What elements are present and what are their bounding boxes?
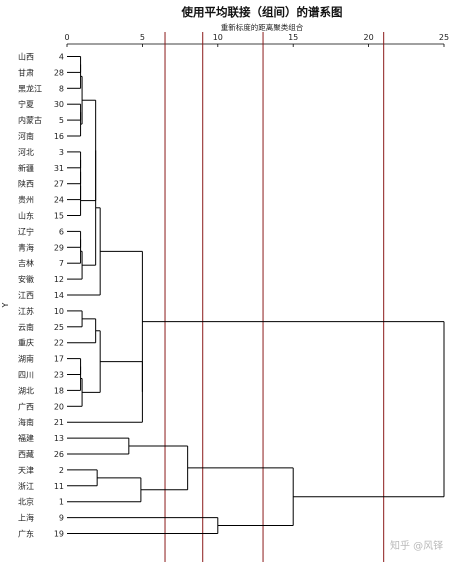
leaf-name: 陕西 bbox=[18, 179, 34, 189]
leaf-name: 四川 bbox=[18, 371, 34, 380]
x-tick-label: 20 bbox=[364, 33, 374, 42]
leaf-index: 9 bbox=[59, 514, 64, 523]
x-tick-label: 0 bbox=[64, 33, 69, 42]
leaf-name: 湖北 bbox=[18, 386, 34, 395]
leaf-index: 10 bbox=[54, 307, 64, 316]
leaf-name: 山西 bbox=[18, 52, 34, 62]
leaf-index: 13 bbox=[54, 434, 64, 443]
leaf-name: 西藏 bbox=[18, 449, 34, 459]
leaf-name: 辽宁 bbox=[18, 226, 34, 236]
leaf-name: 河南 bbox=[18, 131, 34, 141]
leaf-name: 宁夏 bbox=[18, 99, 34, 109]
leaf-index: 22 bbox=[54, 339, 64, 348]
chart-title: 使用平均联接（组间）的谱系图 bbox=[181, 5, 343, 19]
leaf-name: 吉林 bbox=[18, 258, 34, 268]
leaf-index: 17 bbox=[54, 355, 64, 364]
leaf-name: 北京 bbox=[18, 497, 34, 507]
leaf-index: 20 bbox=[54, 402, 64, 411]
leaf-name: 云南 bbox=[18, 322, 34, 332]
leaf-index: 18 bbox=[54, 386, 64, 395]
leaf-index: 30 bbox=[54, 100, 64, 109]
leaf-index: 2 bbox=[59, 466, 64, 475]
leaf-index: 29 bbox=[54, 243, 64, 252]
leaf-name: 河北 bbox=[18, 147, 34, 157]
leaf-name: 江苏 bbox=[18, 306, 34, 316]
leaf-index: 19 bbox=[54, 530, 64, 539]
leaf-index: 21 bbox=[54, 418, 64, 427]
leaf-name: 青海 bbox=[18, 242, 34, 252]
leaf-name: 天津 bbox=[18, 465, 34, 475]
leaf-index: 8 bbox=[59, 84, 64, 93]
leaf-name: 湖南 bbox=[18, 354, 34, 364]
leaf-index: 15 bbox=[54, 212, 64, 221]
leaf-index: 27 bbox=[54, 180, 64, 189]
leaf-index: 5 bbox=[59, 116, 64, 125]
leaf-index: 6 bbox=[59, 227, 64, 236]
watermark: 知乎 @风铎 bbox=[390, 539, 443, 552]
leaf-index: 16 bbox=[54, 132, 64, 141]
leaf-name: 贵州 bbox=[18, 195, 34, 205]
x-axis: 0 5 10 15 20 25 bbox=[64, 33, 449, 47]
leaf-index: 24 bbox=[54, 196, 64, 205]
leaf-index: 26 bbox=[54, 450, 64, 459]
y-axis-label: Y bbox=[1, 302, 10, 308]
leaf-index: 12 bbox=[54, 275, 64, 284]
leaf-name: 广西 bbox=[18, 401, 34, 411]
x-tick-label: 10 bbox=[213, 33, 223, 42]
leaf-name: 广东 bbox=[18, 529, 34, 539]
dendrogram-tree bbox=[67, 56, 445, 534]
leaf-name: 新疆 bbox=[18, 163, 34, 173]
leaf-name: 江西 bbox=[18, 291, 34, 300]
leaf-index: 11 bbox=[54, 482, 64, 491]
x-tick-label: 5 bbox=[140, 33, 145, 42]
leaf-name: 海南 bbox=[18, 417, 34, 427]
leaf-index: 1 bbox=[59, 498, 64, 507]
leaf-name: 内蒙古 bbox=[18, 115, 42, 125]
leaf-index: 23 bbox=[54, 371, 64, 380]
leaf-name: 浙江 bbox=[18, 481, 34, 491]
x-tick-label: 25 bbox=[439, 33, 449, 42]
leaf-index: 3 bbox=[59, 148, 64, 157]
leaf-index: 31 bbox=[54, 164, 64, 173]
leaf-name: 安徽 bbox=[18, 274, 34, 284]
leaf-index: 7 bbox=[59, 259, 64, 268]
leaf-name: 重庆 bbox=[18, 338, 34, 348]
cut-lines bbox=[164, 32, 385, 562]
leaf-index: 4 bbox=[59, 53, 64, 62]
leaf-name: 上海 bbox=[18, 513, 34, 523]
leaf-name: 山东 bbox=[18, 211, 34, 221]
leaf-name: 黑龙江 bbox=[18, 83, 42, 93]
x-tick-label: 15 bbox=[288, 33, 298, 42]
leaf-index: 25 bbox=[54, 323, 64, 332]
leaf-name: 福建 bbox=[18, 433, 34, 443]
chart-subtitle: 重新标度的距离聚类组合 bbox=[221, 22, 304, 32]
leaf-index: 28 bbox=[54, 68, 64, 77]
leaf-index: 14 bbox=[54, 291, 64, 300]
leaf-name: 甘肃 bbox=[18, 67, 34, 77]
